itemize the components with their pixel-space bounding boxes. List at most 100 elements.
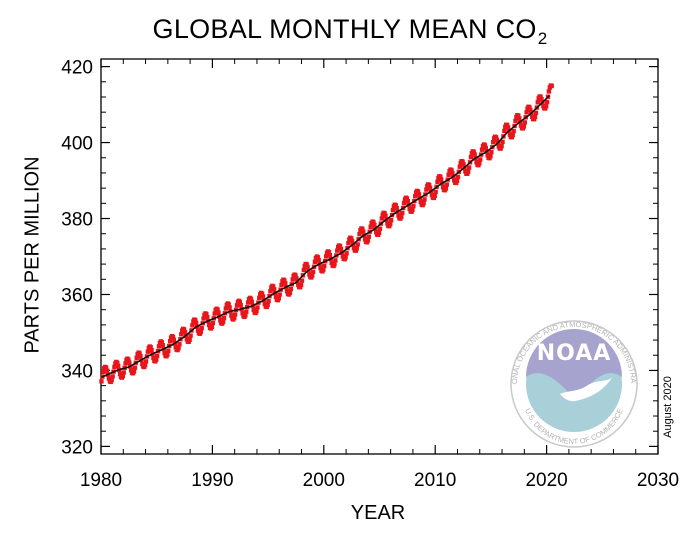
monthly-point [504, 122, 510, 128]
monthly-point [530, 114, 535, 120]
monthly-point [340, 254, 346, 259]
monthly-point [162, 350, 167, 356]
monthly-point [546, 89, 552, 94]
monthly-point [277, 292, 282, 297]
monthly-point [123, 361, 128, 366]
monthly-point [444, 182, 450, 187]
monthly-point [229, 313, 234, 318]
monthly-point [127, 360, 132, 365]
monthly-point [498, 146, 503, 151]
noaa-logo: NOAA NATIONAL OCEANIC AND ATMOSPHERIC AD… [0, 0, 638, 448]
monthly-point [238, 302, 243, 308]
monthly-point [457, 164, 463, 169]
monthly-point [101, 369, 106, 375]
y-tick-label: 320 [61, 437, 93, 458]
monthly-point [316, 257, 321, 263]
monthly-point [371, 220, 376, 225]
monthly-point [433, 189, 438, 195]
monthly-point [489, 150, 494, 155]
monthly-point [400, 210, 405, 216]
monthly-point [255, 305, 260, 310]
monthly-point [329, 260, 334, 266]
y-tick-label: 420 [61, 58, 93, 79]
monthly-point [407, 206, 412, 211]
monthly-point [344, 251, 349, 256]
monthly-point [268, 289, 273, 294]
monthly-point [399, 214, 404, 219]
monthly-point [220, 319, 226, 325]
monthly-point [549, 83, 554, 89]
monthly-point [322, 263, 327, 269]
monthly-point [210, 320, 216, 326]
monthly-point [438, 174, 443, 180]
monthly-point [388, 218, 394, 223]
monthly-point [502, 128, 507, 134]
monthly-point [310, 269, 316, 274]
chart-title-subscript: 2 [537, 29, 548, 48]
monthly-point [266, 298, 271, 304]
monthly-point [271, 284, 276, 289]
monthly-point [338, 246, 344, 252]
monthly-point [318, 265, 323, 271]
monthly-point [527, 105, 532, 110]
x-axis-label: YEAR [350, 502, 406, 524]
monthly-point [351, 245, 357, 251]
monthly-point [411, 203, 416, 209]
monthly-point [148, 345, 153, 350]
monthly-point [110, 374, 115, 379]
monthly-point [477, 161, 482, 166]
monthly-point [201, 316, 206, 321]
monthly-point [500, 139, 505, 144]
plot-border [100, 58, 659, 455]
monthly-point [257, 295, 262, 301]
monthly-point [244, 309, 249, 314]
monthly-point [215, 307, 220, 312]
monthly-point [326, 250, 332, 255]
monthly-point [109, 377, 114, 383]
monthly-point [226, 302, 231, 307]
monthly-point [432, 193, 437, 199]
chart-title: GLOBAL MONTHLY MEAN CO2 [0, 14, 700, 48]
monthly-point [315, 255, 320, 260]
monthly-point [452, 178, 457, 183]
monthly-point [404, 196, 410, 201]
monthly-point [346, 241, 351, 246]
monthly-point [474, 159, 479, 165]
monthly-point [248, 296, 254, 302]
monthly-point [115, 363, 121, 369]
x-tick-label: 2000 [303, 470, 345, 491]
monthly-point [394, 205, 399, 211]
monthly-point [206, 322, 212, 328]
monthly-point [260, 294, 266, 299]
monthly-point [335, 248, 340, 253]
monthly-point [165, 352, 170, 357]
monthly-point [120, 373, 126, 379]
monthly-point [117, 371, 123, 377]
plot-frame [100, 58, 659, 455]
monthly-point [450, 170, 455, 176]
monthly-point [140, 361, 145, 367]
monthly-point [209, 324, 215, 329]
monthly-point [379, 216, 385, 221]
monthly-point [455, 174, 461, 180]
monthly-point [245, 300, 251, 305]
monthly-point [232, 312, 238, 317]
monthly-point [478, 157, 483, 162]
noaa-logo-wordmark: NOAA [537, 341, 612, 366]
monthly-point [421, 201, 426, 206]
monthly-point [422, 197, 427, 202]
monthly-point [271, 287, 277, 292]
monthly-point [159, 340, 165, 345]
monthly-point [385, 221, 390, 226]
trend-line [101, 95, 550, 378]
monthly-point [187, 337, 192, 342]
monthly-point [184, 337, 190, 342]
monthly-point [216, 310, 221, 315]
monthly-point [466, 165, 472, 170]
monthly-point [513, 118, 518, 124]
monthly-point [170, 334, 176, 340]
monthly-point [176, 345, 181, 351]
monthly-point [237, 299, 242, 305]
date-stamp: August 2020 [662, 376, 674, 438]
monthly-point [232, 315, 237, 321]
